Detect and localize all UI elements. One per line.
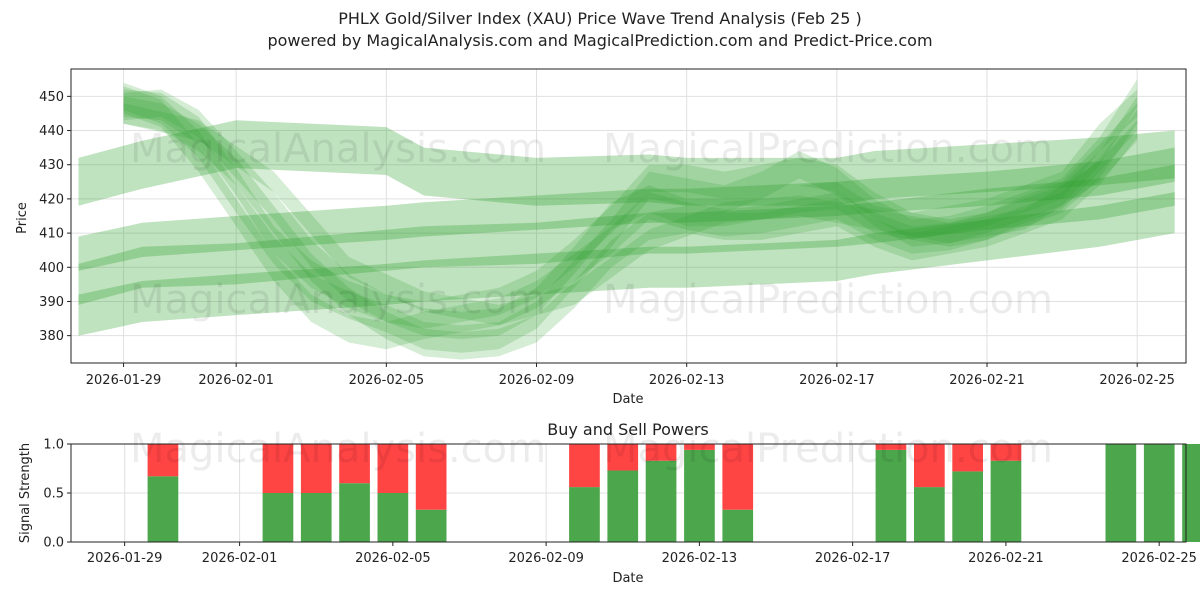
buy-bar (990, 460, 1022, 542)
top-x-tick-label: 2026-02-05 (349, 373, 425, 388)
buy-bar (1182, 444, 1200, 542)
top-y-tick-label: 430 (39, 158, 64, 173)
sell-bar (147, 444, 179, 477)
top-x-axis-label: Date (612, 392, 643, 407)
buy-bar (875, 449, 907, 542)
top-x-axis: 2026-01-29 2026-02-01 2026-02-05 2026-02-09… (86, 363, 1175, 388)
bottom-x-tick-label: 2026-02-13 (662, 551, 738, 566)
buy-bar (339, 483, 370, 542)
top-x-tick-label: 2026-02-09 (499, 373, 575, 388)
sell-bar (914, 444, 945, 488)
buy-bar (914, 487, 945, 542)
bottom-x-axis-label: Date (612, 571, 643, 586)
buy-bar (262, 493, 294, 542)
buy-bar (569, 487, 600, 542)
top-y-tick-label: 390 (39, 295, 64, 310)
bottom-x-tick-label: 2026-02-25 (1121, 551, 1197, 566)
buy-bar (645, 460, 677, 542)
sell-bar (684, 444, 715, 450)
bottom-y-axis: 0.0 0.5 1.0 (43, 438, 71, 551)
wave-band-5 (123, 89, 1138, 340)
bottom-y-tick-label: 1.0 (43, 438, 64, 453)
wave-band-9 (123, 86, 1138, 350)
bottom-bars (147, 444, 1200, 542)
buy-bar (415, 509, 447, 542)
sell-bar (300, 444, 332, 493)
sell-bar (875, 444, 907, 450)
top-y-axis-label: Price (15, 202, 30, 234)
top-x-tick-label: 2026-02-13 (649, 373, 725, 388)
buy-bar (377, 493, 409, 542)
buy-bar (952, 471, 983, 542)
wave-band-8 (123, 89, 1138, 329)
sell-bar (952, 444, 983, 472)
watermark-top-right: MagicalPrediction.com (603, 126, 1053, 172)
bottom-y-tick-label: 0.0 (43, 536, 64, 551)
sell-bar (377, 444, 409, 493)
sell-bar (569, 444, 600, 488)
top-y-tick-label: 420 (39, 192, 64, 207)
buy-bar (1143, 444, 1175, 542)
buy-bar (607, 470, 639, 542)
wave-band-10 (123, 103, 1138, 326)
wave-band-4 (78, 192, 1175, 336)
top-y-axis: 380 390 400 410 420 430 440 450 (39, 90, 71, 344)
bottom-chart-title: Buy and Sell Powers (547, 420, 709, 439)
bottom-x-tick-label: 2026-01-29 (87, 551, 163, 566)
top-y-tick-label: 440 (39, 124, 64, 139)
top-x-tick-label: 2026-02-17 (799, 373, 875, 388)
watermark-bottom-right: MagicalPrediction.com (603, 426, 1053, 472)
buy-bar (722, 509, 754, 542)
sell-bar (722, 444, 754, 510)
top-bands (78, 79, 1175, 360)
watermark-top-left: MagicalAnalysis.com (130, 126, 546, 172)
wave-band-3 (78, 147, 1175, 271)
buy-bar (1105, 444, 1137, 542)
bottom-x-tick-label: 2026-02-21 (968, 551, 1044, 566)
bottom-y-axis-label: Signal Strength (18, 443, 33, 543)
bottom-x-tick-label: 2026-02-01 (202, 551, 278, 566)
top-plot-frame (70, 68, 1187, 364)
bottom-x-tick-label: 2026-02-17 (815, 551, 891, 566)
sell-bar (415, 444, 447, 510)
top-x-tick-label: 2026-02-21 (949, 373, 1025, 388)
top-y-tick-label: 450 (39, 90, 64, 105)
top-x-tick-label: 2026-01-29 (86, 373, 162, 388)
top-grid (71, 69, 1186, 363)
wave-band-2 (78, 164, 1175, 305)
wave-band-6 (123, 79, 1138, 353)
top-y-tick-label: 410 (39, 227, 64, 242)
sell-bar (607, 444, 639, 471)
wave-band-1 (78, 120, 1175, 206)
buy-bar (684, 449, 715, 542)
bottom-x-tick-label: 2026-02-05 (355, 551, 431, 566)
chart-subtitle: powered by MagicalAnalysis.com and Magic… (267, 31, 933, 50)
bottom-x-tick-label: 2026-02-09 (508, 551, 584, 566)
bottom-y-tick-label: 0.5 (43, 487, 64, 502)
watermark-bottom-left: MagicalAnalysis.com (130, 426, 546, 472)
top-x-tick-label: 2026-02-01 (198, 373, 274, 388)
watermark-mid-left: MagicalAnalysis.com (130, 277, 546, 323)
chart-title: PHLX Gold/Silver Index (XAU) Price Wave … (338, 9, 862, 28)
buy-bar (147, 476, 179, 542)
watermark-mid-right: MagicalPrediction.com (603, 277, 1053, 323)
buy-bar (300, 493, 332, 542)
wave-band-7 (123, 96, 1138, 360)
top-x-tick-label: 2026-02-25 (1099, 373, 1175, 388)
sell-bar (262, 444, 294, 493)
sell-bar (339, 444, 370, 484)
top-y-tick-label: 380 (39, 329, 64, 344)
sell-bar (645, 444, 677, 461)
sell-bar (990, 444, 1022, 461)
bottom-x-axis: 2026-01-29 2026-02-01 2026-02-05 2026-02-09… (87, 542, 1197, 566)
top-y-tick-label: 400 (39, 261, 64, 276)
